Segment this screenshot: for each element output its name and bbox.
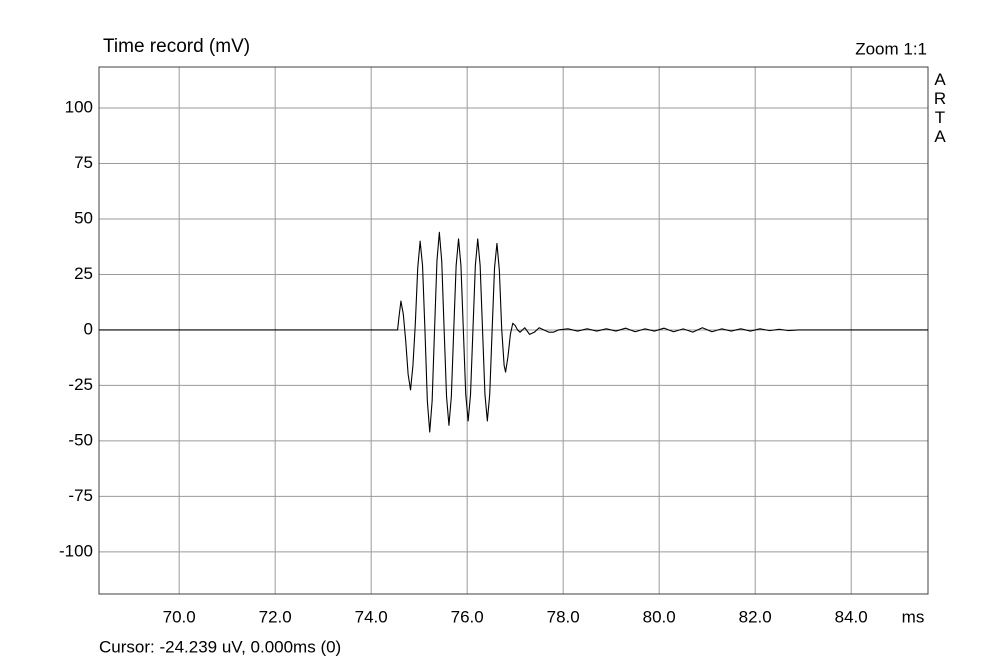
y-tick-label: -100 — [59, 541, 93, 560]
y-tick-label: 75 — [74, 153, 93, 172]
y-tick-label: 25 — [74, 264, 93, 283]
x-tick-label: 76.0 — [451, 607, 484, 626]
signal-line — [99, 231, 928, 433]
x-axis-unit: ms — [902, 607, 925, 626]
x-tick-label: 84.0 — [835, 607, 868, 626]
x-tick-label: 72.0 — [259, 607, 292, 626]
y-tick-label: -25 — [68, 375, 93, 394]
y-tick-label: 50 — [74, 208, 93, 227]
y-tick-label: -75 — [68, 486, 93, 505]
y-tick-label: 0 — [84, 319, 93, 338]
x-tick-label: 74.0 — [355, 607, 388, 626]
chart-title: Time record (mV) — [103, 36, 250, 57]
y-tick-label: -50 — [68, 430, 93, 449]
x-tick-label: 78.0 — [547, 607, 580, 626]
y-tick-label: 100 — [65, 98, 93, 117]
x-tick-label: 82.0 — [739, 607, 772, 626]
x-tick-label: 80.0 — [643, 607, 676, 626]
zoom-label: Zoom 1:1 — [855, 39, 927, 58]
watermark: ARTA — [931, 70, 950, 146]
x-tick-label: 70.0 — [163, 607, 196, 626]
cursor-readout: Cursor: -24.239 uV, 0.000ms (0) — [99, 637, 341, 656]
